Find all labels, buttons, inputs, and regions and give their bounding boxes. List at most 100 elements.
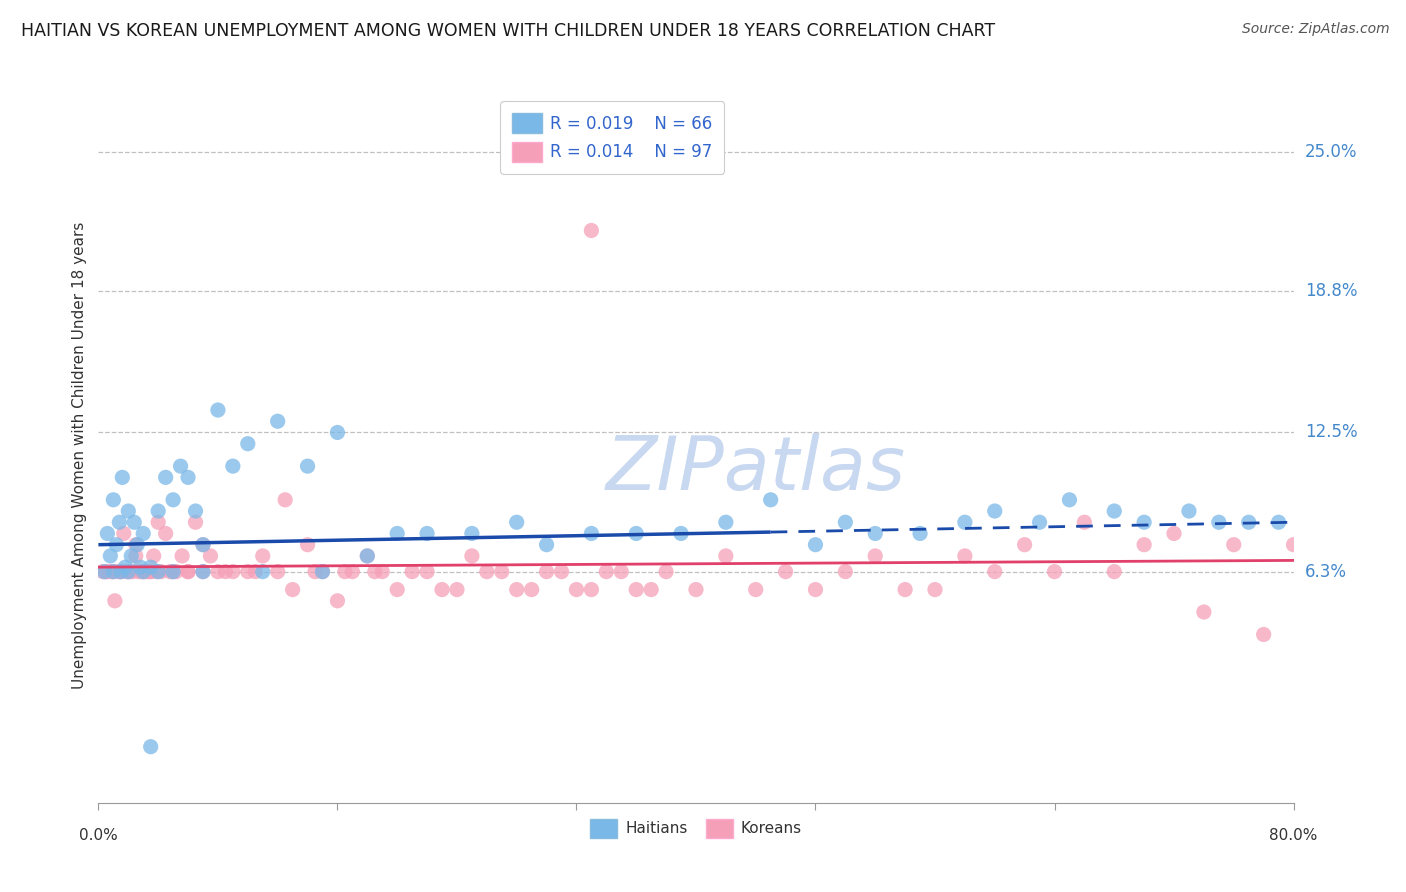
Point xyxy=(281,582,304,597)
Text: 6.3%: 6.3% xyxy=(1305,563,1347,581)
Point xyxy=(953,515,976,529)
Point xyxy=(184,515,207,529)
Point xyxy=(148,515,170,529)
Point xyxy=(297,459,319,474)
Point xyxy=(1059,492,1081,507)
Point xyxy=(506,515,529,529)
Point xyxy=(626,582,648,597)
Point xyxy=(371,565,394,579)
Point xyxy=(1104,504,1126,518)
Point xyxy=(416,565,439,579)
Point xyxy=(94,565,117,579)
Point xyxy=(714,549,737,563)
Point xyxy=(865,526,887,541)
Legend: Haitians, Koreans: Haitians, Koreans xyxy=(583,813,808,844)
Point xyxy=(121,565,143,579)
Point xyxy=(93,565,115,579)
Point xyxy=(128,565,150,579)
Text: 80.0%: 80.0% xyxy=(1270,828,1317,843)
Point xyxy=(252,549,274,563)
Point xyxy=(117,565,139,579)
Point xyxy=(222,565,245,579)
Point xyxy=(669,526,692,541)
Point xyxy=(165,565,187,579)
Point xyxy=(107,565,129,579)
Point xyxy=(894,582,917,597)
Point xyxy=(139,565,162,579)
Point xyxy=(865,549,887,563)
Point xyxy=(177,565,200,579)
Point xyxy=(311,565,333,579)
Point xyxy=(142,549,165,563)
Point xyxy=(1043,565,1066,579)
Point xyxy=(274,492,297,507)
Text: 18.8%: 18.8% xyxy=(1305,282,1357,300)
Point xyxy=(626,526,648,541)
Point xyxy=(430,582,453,597)
Point xyxy=(112,526,135,541)
Point xyxy=(184,504,207,518)
Point xyxy=(169,459,191,474)
Point xyxy=(385,582,409,597)
Point xyxy=(1014,538,1036,552)
Point xyxy=(214,565,236,579)
Point xyxy=(191,565,214,579)
Point xyxy=(953,549,976,563)
Point xyxy=(118,565,141,579)
Point xyxy=(117,565,139,579)
Point xyxy=(1163,526,1185,541)
Point xyxy=(148,565,170,579)
Point xyxy=(191,565,214,579)
Point xyxy=(236,436,259,450)
Point xyxy=(101,565,124,579)
Point xyxy=(115,565,138,579)
Point xyxy=(132,526,155,541)
Point xyxy=(1028,515,1050,529)
Point xyxy=(132,565,155,579)
Point xyxy=(655,565,678,579)
Point xyxy=(804,538,827,552)
Point xyxy=(610,565,633,579)
Point xyxy=(162,565,184,579)
Point xyxy=(117,504,139,518)
Point xyxy=(581,526,603,541)
Point xyxy=(177,470,200,484)
Point xyxy=(155,470,177,484)
Point xyxy=(1192,605,1215,619)
Point xyxy=(834,565,856,579)
Point xyxy=(200,549,222,563)
Point xyxy=(416,526,439,541)
Point xyxy=(96,526,118,541)
Point xyxy=(364,565,387,579)
Point xyxy=(536,565,558,579)
Point xyxy=(103,565,125,579)
Point xyxy=(461,549,484,563)
Point xyxy=(267,565,290,579)
Point xyxy=(1073,515,1095,529)
Point xyxy=(131,565,153,579)
Point xyxy=(191,538,214,552)
Point xyxy=(162,565,184,579)
Point xyxy=(104,594,127,608)
Point xyxy=(110,565,132,579)
Point xyxy=(105,538,128,552)
Point xyxy=(506,582,529,597)
Point xyxy=(326,425,349,440)
Point xyxy=(1223,538,1246,552)
Point xyxy=(461,526,484,541)
Point xyxy=(155,526,177,541)
Point xyxy=(342,565,364,579)
Point xyxy=(984,504,1007,518)
Point xyxy=(581,582,603,597)
Point xyxy=(97,565,120,579)
Point xyxy=(222,459,245,474)
Point xyxy=(108,515,131,529)
Point xyxy=(267,414,290,428)
Point xyxy=(745,582,768,597)
Point xyxy=(304,565,326,579)
Point xyxy=(714,515,737,529)
Point xyxy=(908,526,931,541)
Point xyxy=(326,594,349,608)
Point xyxy=(1133,515,1156,529)
Point xyxy=(207,403,229,417)
